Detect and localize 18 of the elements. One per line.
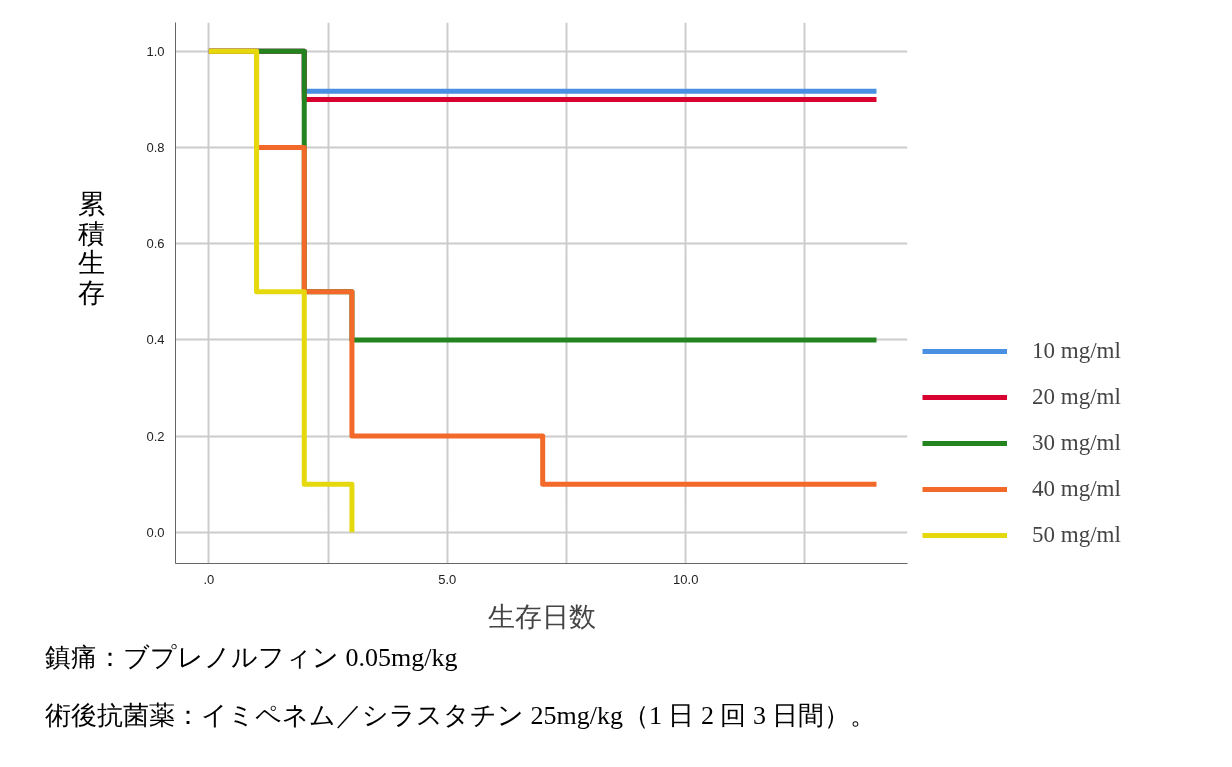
y-tick-label: 0.0 xyxy=(146,524,165,540)
y-tick-label: 0.2 xyxy=(146,428,165,444)
y-tick-label: 1.0 xyxy=(146,43,165,59)
y-tick-label: 0.6 xyxy=(146,236,165,252)
y-tick-label: 0.8 xyxy=(146,140,165,156)
legend-label: 50 mg/ml xyxy=(1032,522,1121,548)
legend-label: 20 mg/ml xyxy=(1032,384,1121,410)
y-axis-title: 累積生存 xyxy=(78,189,106,309)
text: 鎮痛：ブプレノルフィン 0.05mg/kg xyxy=(45,642,458,674)
text: 術後抗菌薬：イミペネム／シラスタチン 25mg/kg（1 日 2 回 3 日間）。 xyxy=(45,700,877,732)
x-axis-title: 生存日数 xyxy=(487,601,596,632)
x-tick-label: 10.0 xyxy=(673,571,699,587)
x-tick-label: .0 xyxy=(203,571,215,587)
legend-label: 40 mg/ml xyxy=(1032,476,1121,502)
x-tick-label: 5.0 xyxy=(438,571,457,587)
y-tick-label: 0.4 xyxy=(146,332,165,348)
legend-label: 30 mg/ml xyxy=(1032,430,1121,456)
legend-label: 10 mg/ml xyxy=(1032,338,1121,364)
